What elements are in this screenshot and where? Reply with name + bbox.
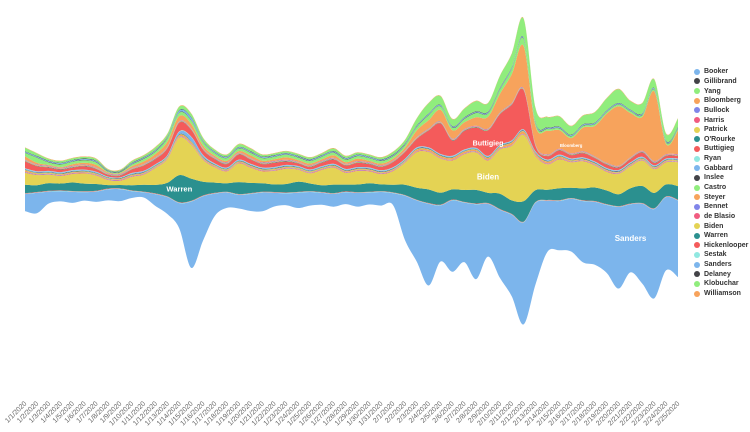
legend-label: Buttigieg [704,145,735,153]
stream-biden[interactable] [25,134,678,202]
legend-swatch-icon [694,223,700,230]
legend-item-inslee[interactable]: Inslee [694,173,750,183]
legend-label: Delaney [704,270,731,278]
stream-buttigieg[interactable] [25,88,678,178]
legend-swatch-icon [694,280,700,287]
stream-layers [25,16,678,325]
stream-klobuchar[interactable] [25,17,678,172]
legend-label: O'Rourke [704,135,736,143]
legend-label: Steyer [704,193,726,201]
legend-label: Yang [704,87,721,95]
legend-swatch-icon [694,242,700,249]
legend-item-ryan[interactable]: Ryan [694,154,750,164]
legend-item-sestak[interactable]: Sestak [694,250,750,260]
legend-label: Warren [704,232,728,240]
legend-swatch-icon [694,165,700,172]
legend-swatch-icon [694,251,700,258]
legend-item-steyer[interactable]: Steyer [694,192,750,202]
legend-swatch-icon [694,126,700,133]
legend-swatch-icon [694,261,700,268]
legend-item-bennet[interactable]: Bennet [694,202,750,212]
legend-swatch-icon [694,232,700,239]
legend-swatch-icon [694,97,700,104]
stream-hickenlooper[interactable] [25,188,678,223]
legend-label: Booker [704,68,729,76]
legend-item-castro[interactable]: Castro [694,183,750,193]
legend-swatch-icon [694,107,700,114]
legend-label: Gabbard [704,164,733,172]
stream-sestak[interactable] [25,188,678,223]
legend-item-sanders[interactable]: Sanders [694,260,750,270]
legend-item-bullock[interactable]: Bullock [694,106,750,116]
legend-swatch-icon [694,78,700,85]
legend-swatch-icon [694,271,700,278]
legend-item-bloomberg[interactable]: Bloomberg [694,96,750,106]
stream-label-bloomberg: Bloomberg [560,143,583,148]
legend-label: Patrick [704,126,728,134]
legend-item-booker[interactable]: Booker [694,67,750,77]
legend-item-warren[interactable]: Warren [694,231,750,241]
legend-item-gillibrand[interactable]: Gillibrand [694,77,750,87]
stream-sanders[interactable] [25,189,678,325]
x-axis: 1/1/20201/2/20201/3/20201/4/20201/5/2020… [4,400,681,427]
legend-item-gabbard[interactable]: Gabbard [694,163,750,173]
stream-label-warren: Warren [166,184,192,193]
stream-warren[interactable] [25,174,678,222]
legend-label: Williamson [704,290,741,298]
legend: Booker Gillibrand Yang Bloomberg Bullock Harr… [694,67,750,298]
legend-item-de-blasio[interactable]: de Blasio [694,212,750,222]
legend-swatch-icon [694,290,700,297]
legend-item-harris[interactable]: Harris [694,115,750,125]
stream-labels: Warren Buttigieg Bloomberg Biden Sanders [166,140,646,244]
legend-swatch-icon [694,184,700,191]
legend-label: de Blasio [704,212,736,220]
legend-item-o-rourke[interactable]: O'Rourke [694,134,750,144]
stream-bloomberg[interactable] [25,44,678,175]
legend-swatch-icon [694,136,700,143]
legend-label: Gillibrand [704,77,737,85]
legend-label: Sestak [704,251,727,259]
legend-label: Klobuchar [704,280,739,288]
legend-swatch-icon [694,194,700,201]
legend-item-buttigieg[interactable]: Buttigieg [694,144,750,154]
legend-label: Sanders [704,261,732,269]
legend-item-biden[interactable]: Biden [694,221,750,231]
legend-item-patrick[interactable]: Patrick [694,125,750,135]
legend-item-hickenlooper[interactable]: Hickenlooper [694,241,750,251]
legend-label: Hickenlooper [704,241,749,249]
legend-item-klobuchar[interactable]: Klobuchar [694,279,750,289]
legend-swatch-icon [694,88,700,95]
legend-label: Bloomberg [704,97,741,105]
stream-label-buttigieg: Buttigieg [473,140,504,148]
legend-swatch-icon [694,155,700,162]
legend-label: Harris [704,116,725,124]
legend-label: Bennet [704,203,728,211]
legend-swatch-icon [694,213,700,220]
legend-item-williamson[interactable]: Williamson [694,289,750,299]
legend-swatch-icon [694,174,700,181]
legend-swatch-icon [694,68,700,75]
stream-label-biden: Biden [477,173,499,182]
legend-item-delaney[interactable]: Delaney [694,269,750,279]
legend-label: Ryan [704,155,722,163]
stream-label-sanders: Sanders [615,234,647,243]
legend-label: Bullock [704,106,730,114]
legend-item-yang[interactable]: Yang [694,86,750,96]
legend-label: Inslee [704,174,724,182]
legend-label: Castro [704,184,727,191]
legend-label: Biden [704,222,724,230]
legend-swatch-icon [694,203,700,210]
legend-swatch-icon [694,145,700,152]
legend-swatch-icon [694,117,700,124]
